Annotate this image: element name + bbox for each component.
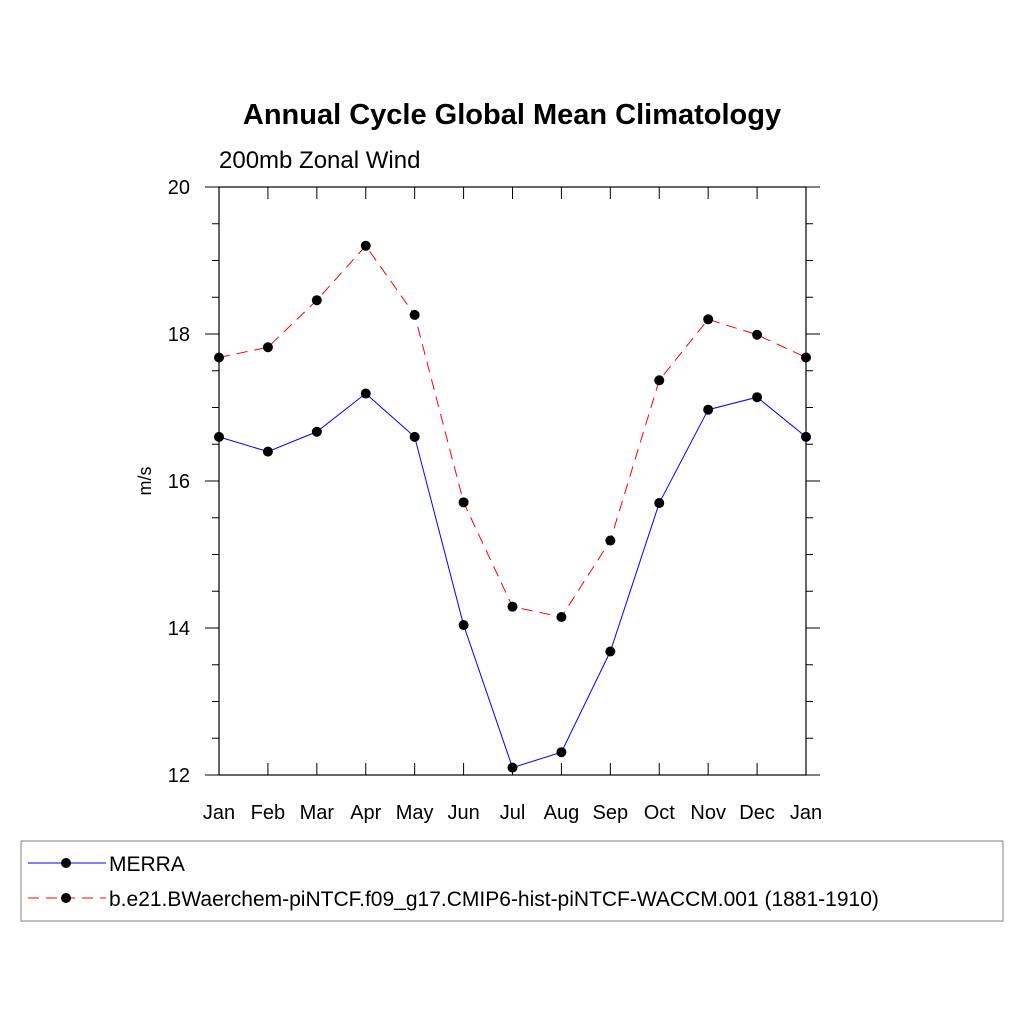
x-tick-label: Mar bbox=[300, 802, 335, 824]
y-tick-label: 20 bbox=[168, 177, 190, 199]
x-tick-label: Aug bbox=[544, 802, 580, 824]
data-point-1 bbox=[556, 611, 567, 622]
y-tick-label: 16 bbox=[168, 471, 190, 493]
x-tick-label: Feb bbox=[251, 802, 285, 824]
axis-ticks bbox=[205, 186, 820, 776]
series-line-0 bbox=[218, 392, 807, 769]
data-point-1 bbox=[752, 329, 763, 340]
x-tick-label: Jul bbox=[500, 802, 526, 824]
data-point-0 bbox=[409, 431, 420, 442]
data-point-1 bbox=[409, 309, 420, 320]
y-tick-labels: 12 14 16 18 20 bbox=[168, 177, 190, 787]
data-point-1 bbox=[360, 240, 371, 251]
legend-marker-merra bbox=[61, 858, 71, 868]
legend-box bbox=[20, 840, 1004, 922]
data-point-0 bbox=[752, 392, 763, 403]
x-tick-label: Jan bbox=[203, 802, 235, 824]
x-tick-label: Jun bbox=[447, 802, 479, 824]
legend-marker-model bbox=[61, 893, 71, 903]
chart-subtitle: 200mb Zonal Wind bbox=[219, 147, 420, 174]
y-axis-label: m/s bbox=[135, 467, 155, 496]
data-point-1 bbox=[801, 352, 811, 363]
data-point-0 bbox=[556, 747, 567, 758]
data-point-0 bbox=[605, 646, 616, 657]
data-point-1 bbox=[458, 497, 469, 508]
chart-title: Annual Cycle Global Mean Climatology bbox=[243, 99, 781, 131]
x-tick-labels: Jan Feb Mar Apr May Jun Jul Aug Sep Oct Nov Dec Jan bbox=[203, 802, 822, 824]
data-point-1 bbox=[214, 352, 224, 363]
data-point-0 bbox=[654, 498, 665, 509]
data-point-0 bbox=[360, 388, 371, 399]
y-tick-label: 12 bbox=[168, 765, 190, 787]
legend-label-merra: MERRA bbox=[109, 853, 185, 876]
data-point-1 bbox=[654, 375, 665, 386]
legend-label-model: b.e21.BWaerchem-piNTCF.f09_g17.CMIP6-his… bbox=[109, 888, 879, 911]
x-tick-label: Nov bbox=[690, 802, 726, 824]
x-tick-label: Jan bbox=[790, 802, 822, 824]
data-point-1 bbox=[311, 295, 322, 306]
legend-item-model: b.e21.BWaerchem-piNTCF.f09_g17.CMIP6-his… bbox=[28, 888, 879, 911]
data-point-1 bbox=[507, 601, 518, 612]
data-point-1 bbox=[703, 314, 714, 325]
x-tick-label: Dec bbox=[739, 802, 775, 824]
data-point-0 bbox=[458, 620, 469, 631]
x-tick-label: Sep bbox=[593, 802, 629, 824]
data-point-0 bbox=[214, 431, 224, 442]
x-tick-label: Apr bbox=[350, 802, 381, 824]
data-point-1 bbox=[605, 535, 616, 546]
legend-item-merra: MERRA bbox=[28, 853, 185, 876]
series-line-1 bbox=[218, 245, 807, 618]
data-point-0 bbox=[262, 446, 273, 457]
x-tick-label: May bbox=[396, 802, 434, 824]
y-tick-label: 18 bbox=[168, 324, 190, 346]
data-point-0 bbox=[311, 426, 322, 437]
data-point-1 bbox=[262, 342, 273, 353]
data-point-0 bbox=[703, 404, 714, 415]
y-tick-label: 14 bbox=[168, 618, 190, 640]
data-point-0 bbox=[801, 431, 811, 442]
x-tick-label: Oct bbox=[644, 802, 676, 824]
series-layer bbox=[214, 240, 811, 773]
plot-frame bbox=[218, 186, 807, 776]
data-point-0 bbox=[507, 762, 518, 773]
